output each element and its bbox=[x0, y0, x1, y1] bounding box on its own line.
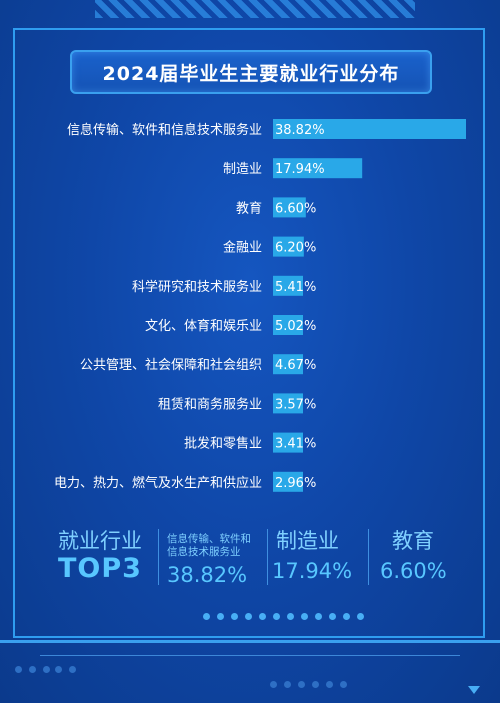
bar bbox=[273, 354, 303, 375]
category-label: 科学研究和技术服务业 bbox=[132, 279, 262, 295]
triangle-decoration bbox=[468, 686, 480, 694]
value-label: 3.41% bbox=[275, 437, 316, 452]
category-label: 信息传输、软件和信息技术服务业 bbox=[67, 122, 262, 138]
value-label: 17.94% bbox=[275, 162, 325, 177]
value-label: 6.20% bbox=[275, 241, 316, 256]
category-label: 电力、热力、燃气及水生产和供应业 bbox=[54, 475, 262, 491]
chart-title: 2024届毕业生主要就业行业分布 bbox=[102, 62, 400, 85]
top3-item-3-name: 教育 bbox=[392, 529, 434, 553]
value-label: 38.82% bbox=[275, 123, 325, 138]
top3-item-3-value: 6.60% bbox=[380, 559, 447, 583]
category-label: 批发和零售业 bbox=[184, 436, 262, 452]
dots-decoration bbox=[203, 613, 364, 620]
top3-item-1-name-line2: 信息技术服务业 bbox=[167, 546, 241, 558]
category-label: 租赁和商务服务业 bbox=[158, 396, 262, 412]
top3-item-2-value: 17.94% bbox=[272, 559, 353, 583]
divider bbox=[368, 529, 369, 585]
divider bbox=[158, 529, 159, 585]
value-label: 6.60% bbox=[275, 201, 316, 216]
top3-item-1: 信息传输、软件和 信息技术服务业 38.82% bbox=[167, 525, 267, 591]
top3-summary: 就业行业 TOP3 信息传输、软件和 信息技术服务业 38.82% 制造业 17… bbox=[50, 525, 470, 591]
top3-heading-line2: TOP3 bbox=[58, 553, 142, 584]
frame-border bbox=[13, 28, 485, 638]
bar bbox=[273, 197, 306, 218]
value-label: 4.67% bbox=[275, 358, 316, 373]
value-label: 5.41% bbox=[275, 280, 316, 295]
top3-item-3: 教育 6.60% bbox=[380, 525, 470, 591]
top-stripe-decoration bbox=[95, 0, 415, 18]
category-label: 金融业 bbox=[223, 240, 262, 256]
top3-item-1-value: 38.82% bbox=[167, 563, 248, 587]
bar bbox=[273, 432, 303, 453]
bar bbox=[273, 236, 304, 257]
divider bbox=[267, 529, 268, 585]
value-label: 3.57% bbox=[275, 397, 316, 412]
bar bbox=[273, 158, 363, 179]
bar bbox=[273, 275, 303, 296]
title-box: 2024届毕业生主要就业行业分布 bbox=[70, 50, 432, 94]
dots-decoration-bottom bbox=[270, 681, 347, 688]
value-label: 5.02% bbox=[275, 319, 316, 334]
deco-line bbox=[40, 655, 460, 656]
top3-heading-line1: 就业行业 bbox=[58, 529, 142, 553]
bottom-bar bbox=[0, 640, 500, 643]
dots-decoration-left-2 bbox=[55, 666, 76, 673]
value-label: 2.96% bbox=[275, 476, 316, 491]
dots-decoration-left bbox=[15, 666, 50, 673]
bar bbox=[273, 119, 466, 139]
bar bbox=[273, 315, 303, 335]
top3-item-2-name: 制造业 bbox=[276, 529, 339, 553]
top3-heading: 就业行业 TOP3 bbox=[58, 525, 158, 591]
category-label: 制造业 bbox=[223, 162, 262, 177]
bar bbox=[273, 471, 303, 492]
top3-item-1-name-line1: 信息传输、软件和 bbox=[167, 533, 251, 545]
category-label: 文化、体育和娱乐业 bbox=[145, 318, 262, 334]
bar bbox=[273, 393, 303, 414]
category-label: 公共管理、社会保障和社会组织 bbox=[80, 357, 262, 373]
top3-item-2: 制造业 17.94% bbox=[272, 525, 367, 591]
category-label: 教育 bbox=[236, 200, 262, 216]
